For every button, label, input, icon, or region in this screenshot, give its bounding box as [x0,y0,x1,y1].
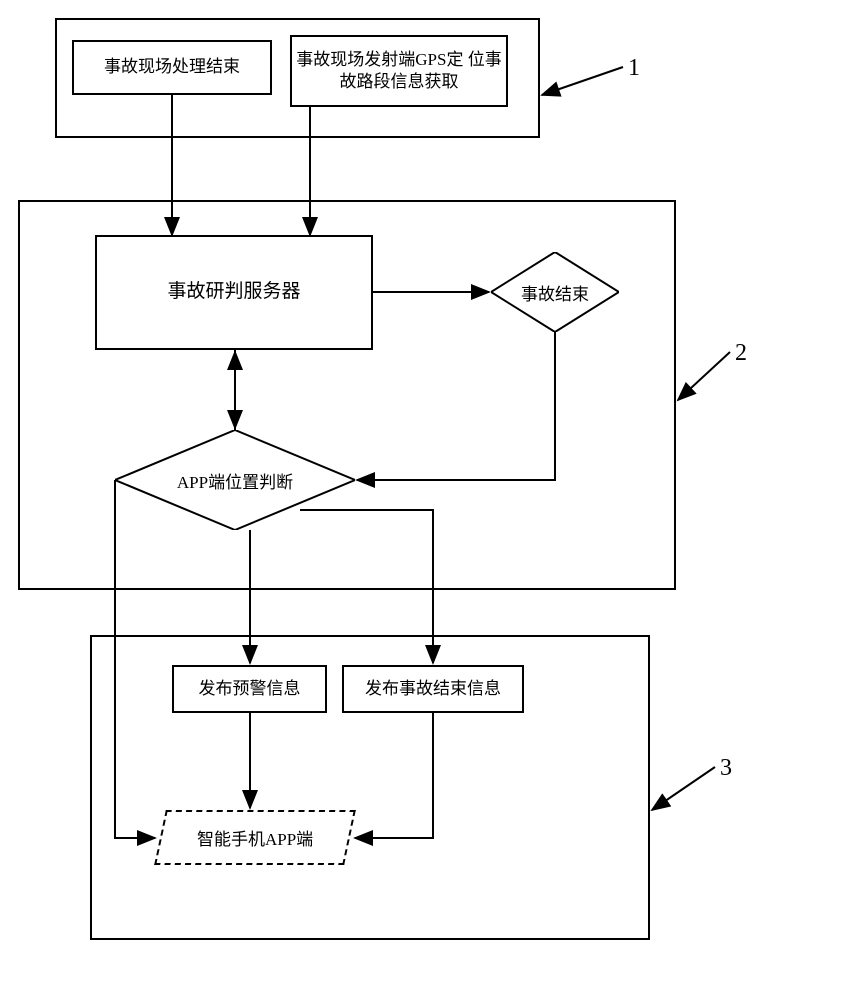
box-publish-end-label: 发布事故结束信息 [365,678,501,700]
diamond-accident-end: 事故结束 [491,252,619,332]
box-server: 事故研判服务器 [95,235,373,350]
box-publish-warning: 发布预警信息 [172,665,327,713]
parallelogram-app-label: 智能手机APP端 [197,825,313,850]
box-gps-info: 事故现场发射端GPS定 位事故路段信息获取 [290,35,508,107]
box-gps-info-label: 事故现场发射端GPS定 位事故路段信息获取 [296,49,502,93]
label-1: 1 [628,55,640,82]
label-2: 2 [735,340,747,367]
diamond-app-position: APP端位置判断 [115,430,355,530]
diamond-app-position-label: APP端位置判断 [177,468,293,493]
box-process-end: 事故现场处理结束 [72,40,272,95]
box-server-label: 事故研判服务器 [167,280,300,305]
box-process-end-label: 事故现场处理结束 [104,56,240,78]
parallelogram-app: 智能手机APP端 [154,810,356,865]
box-publish-warning-label: 发布预警信息 [199,678,301,700]
box-publish-end: 发布事故结束信息 [342,665,524,713]
diamond-accident-end-label: 事故结束 [521,280,589,305]
label-3: 3 [720,755,732,782]
